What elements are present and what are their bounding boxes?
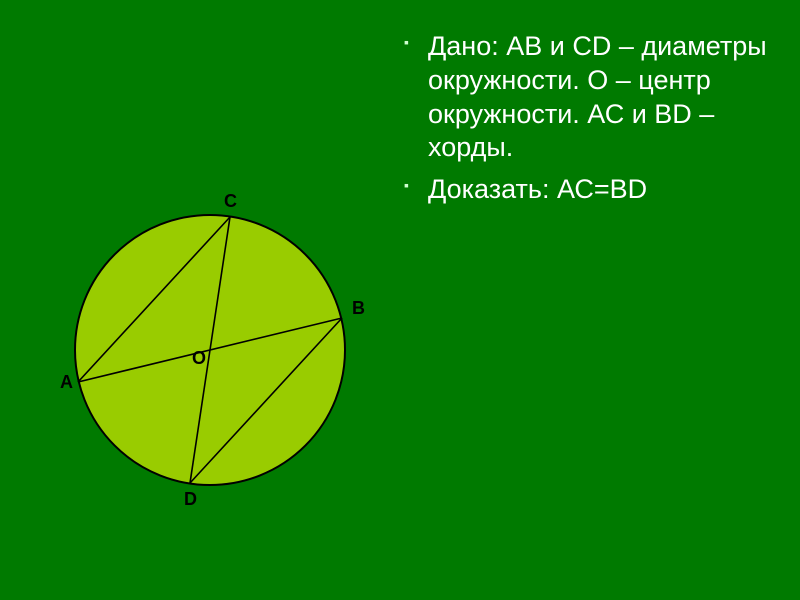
svg-text:О: О [192, 348, 206, 368]
svg-text:С: С [224, 191, 237, 211]
svg-text:D: D [184, 489, 197, 509]
problem-text: Дано: АВ и СD – диаметры окружности. О –… [400, 30, 770, 215]
circle-diagram: А В С D О [40, 160, 380, 560]
prove-text: Доказать: АС=ВD [400, 173, 770, 207]
svg-text:А: А [60, 372, 73, 392]
given-text: Дано: АВ и СD – диаметры окружности. О –… [400, 30, 770, 165]
svg-text:В: В [352, 298, 365, 318]
diagram-svg: А В С D О [40, 160, 380, 560]
